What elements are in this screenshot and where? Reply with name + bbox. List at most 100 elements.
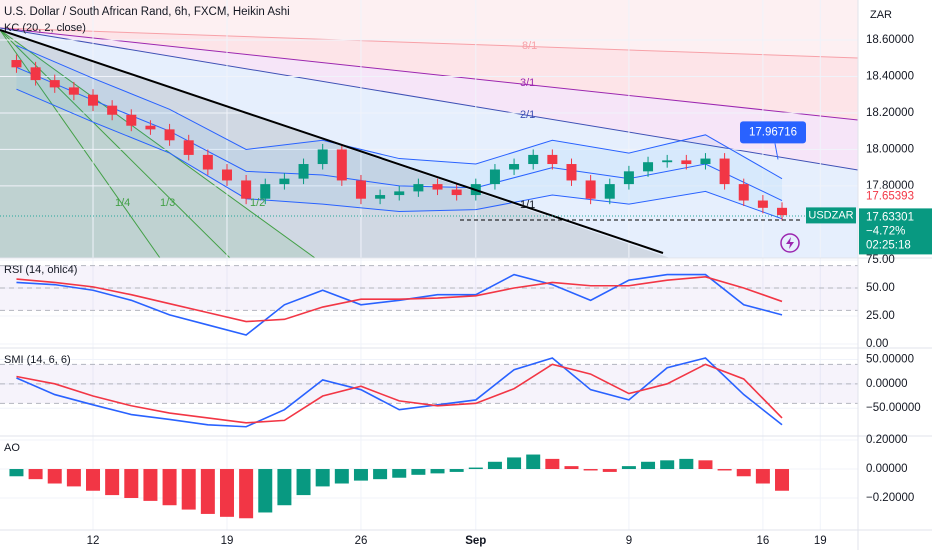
marks	[0, 44, 858, 519]
fan-line	[0, 29, 161, 258]
currency[interactable]: ZAR	[870, 9, 892, 21]
ao-bar	[507, 457, 522, 470]
ao-bar	[602, 469, 617, 472]
fan-zone	[0, 0, 858, 58]
alert-icon[interactable]	[786, 237, 794, 249]
ao-bar	[564, 466, 579, 470]
y-tick-label: 50.00000	[866, 353, 914, 365]
y-tick-label: −50.00000	[866, 402, 921, 414]
ao-bar	[219, 469, 234, 517]
chart-title: U.S. Dollar / South African Rand, 6h, FX…	[4, 6, 290, 18]
candle-body	[509, 164, 520, 170]
prev-price-tag	[859, 188, 932, 205]
fan-zone	[0, 28, 858, 258]
candle-body	[643, 162, 654, 172]
candle-body	[241, 180, 252, 199]
alert-icon[interactable]	[780, 233, 800, 253]
indicator-line	[16, 273, 783, 336]
x-tick-label: Sep	[465, 535, 486, 547]
prev-price: 17.65393	[866, 191, 914, 203]
ao-bar	[698, 460, 713, 470]
fan-label: 3/1	[520, 77, 535, 89]
ao-bar	[66, 469, 81, 487]
fan-label: 1/3	[160, 197, 175, 209]
candle-body	[260, 184, 271, 199]
ao-bar	[621, 466, 636, 470]
candle-body	[164, 129, 175, 141]
x-tick-label: 26	[355, 535, 368, 547]
ao-bar	[373, 469, 388, 480]
y-tick-label: 0.00000	[866, 463, 908, 475]
y-tick-label: −0.20000	[866, 492, 914, 504]
candle-body	[777, 207, 788, 216]
fan-label: 1/4	[115, 197, 130, 209]
y-tick-label: 18.60000	[866, 34, 914, 46]
ao-bar	[239, 469, 254, 519]
ao-bar	[545, 458, 560, 470]
candle-body	[88, 94, 99, 106]
ao-bar	[430, 469, 445, 474]
ao-bar	[86, 469, 101, 491]
ao-bar	[449, 469, 464, 472]
last-price-tag	[859, 208, 932, 255]
ao-bar	[717, 469, 732, 471]
y-tick-label: 50.00	[866, 282, 895, 294]
candle-body	[298, 164, 309, 179]
candle-body	[604, 184, 615, 199]
ao-bar	[105, 469, 120, 496]
candle-body	[145, 125, 156, 130]
candle-body	[355, 180, 366, 199]
fan-label: 2/1	[520, 109, 535, 121]
keltner-line	[16, 88, 783, 220]
y-tick-label: 18.00000	[866, 143, 914, 155]
x-tick-label: 16	[756, 535, 769, 547]
candle-body	[585, 180, 596, 199]
ao-bar	[736, 469, 751, 477]
fan-line	[0, 27, 858, 171]
candle-body	[375, 195, 386, 199]
ao-bar	[641, 461, 656, 470]
currency-box[interactable]	[862, 4, 900, 24]
grid	[0, 0, 858, 530]
x-tick-label: 9	[626, 535, 632, 547]
callout-pointer	[774, 143, 779, 160]
y-tick-label: 75.00	[866, 254, 895, 266]
symbol-tag	[806, 207, 856, 224]
candle-body	[451, 189, 462, 196]
candle-body	[413, 184, 424, 192]
y-tick-label: 0.00000	[866, 378, 908, 390]
y-tick-label: 18.40000	[866, 70, 914, 82]
ao-bar	[392, 469, 407, 478]
ao-bar	[277, 469, 292, 506]
ao-bar	[468, 467, 483, 470]
ao-bar	[143, 469, 158, 501]
x-tick-label: 19	[221, 535, 234, 547]
indicator-line	[16, 363, 783, 424]
countdown: 02:25:18	[866, 239, 911, 251]
candle-body	[394, 191, 405, 196]
pane-legend: SMI (14, 6, 6)	[4, 354, 71, 366]
callout-label: 17.96716	[749, 126, 797, 138]
candle-body	[528, 154, 539, 165]
candle-body	[11, 60, 22, 68]
candle-body	[49, 80, 60, 88]
y-tick-label: 18.20000	[866, 107, 914, 119]
ao-bar	[755, 469, 770, 484]
candle-body	[547, 154, 558, 165]
candle-body	[757, 200, 768, 208]
candle-body	[279, 178, 290, 185]
ao-bar	[583, 469, 598, 471]
ao-bar	[9, 469, 24, 477]
ao-bar	[775, 469, 790, 491]
indicator-line	[16, 275, 783, 323]
candle-body	[317, 149, 328, 165]
candle-body	[623, 171, 634, 185]
ao-bar	[296, 469, 311, 496]
fan-line	[0, 29, 316, 258]
ao-bar	[162, 469, 177, 506]
x-tick-label: 19	[814, 535, 827, 547]
candle-body	[336, 149, 347, 181]
fan-label: 1/2	[250, 197, 265, 209]
candle-body	[566, 164, 577, 181]
